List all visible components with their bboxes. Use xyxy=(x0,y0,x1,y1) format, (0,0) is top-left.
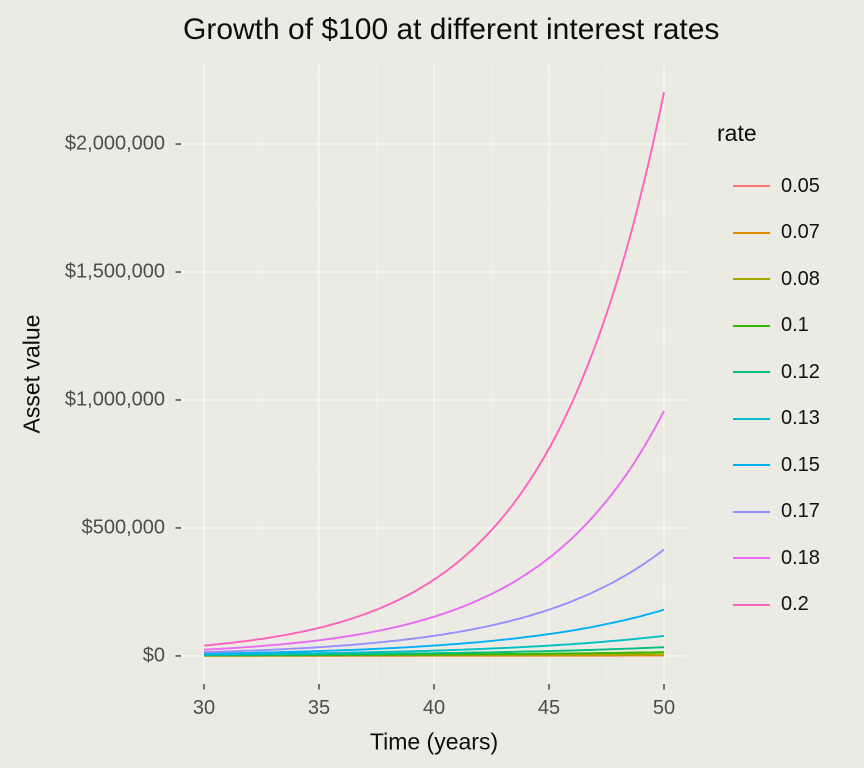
y-axis-title: Asset value xyxy=(18,314,45,434)
legend-item: 0.13 xyxy=(717,396,863,443)
y-tick-label: $0 xyxy=(142,644,165,667)
series-line-0.17 xyxy=(203,548,665,654)
legend-key-line xyxy=(733,324,770,327)
legend-item-label: 0.2 xyxy=(781,593,809,616)
legend-item-label: 0.05 xyxy=(781,174,820,197)
legend-key-line xyxy=(733,464,770,467)
x-tick-label: 50 xyxy=(652,697,676,719)
legend-item: 0.05 xyxy=(717,163,863,210)
legend-item-label: 0.1 xyxy=(781,314,809,337)
legend-item: 0.2 xyxy=(717,582,863,629)
x-tick-label: 30 xyxy=(192,697,216,719)
chart-title: Growth of $100 at different interest rat… xyxy=(183,13,720,46)
legend-key-line xyxy=(733,231,770,234)
legend-key-line xyxy=(733,185,770,188)
legend-item-label: 0.07 xyxy=(781,221,820,244)
legend: rate 0.05 0.07 0.08 0.1 0.12 0.13 0.15 0… xyxy=(717,120,863,628)
legend-item: 0.1 xyxy=(717,303,863,350)
x-tick-label: 45 xyxy=(537,697,561,719)
legend-item: 0.07 xyxy=(717,210,863,257)
legend-item: 0.18 xyxy=(717,535,863,582)
legend-item: 0.12 xyxy=(717,349,863,396)
legend-item-label: 0.15 xyxy=(781,453,820,476)
legend-items: 0.05 0.07 0.08 0.1 0.12 0.13 0.15 0.17 0… xyxy=(717,163,863,628)
series-line-0.18 xyxy=(203,410,665,651)
x-axis-title: Time (years) xyxy=(369,728,499,755)
legend-key-line xyxy=(733,371,770,374)
x-tick-label: 35 xyxy=(307,697,331,719)
series-line-0.2 xyxy=(203,92,665,647)
legend-item: 0.08 xyxy=(717,256,863,303)
legend-item: 0.17 xyxy=(717,489,863,536)
y-tick-label: $2,000,000 xyxy=(64,132,165,155)
legend-item-label: 0.08 xyxy=(781,267,820,290)
legend-item-label: 0.17 xyxy=(781,500,820,523)
y-tick-label: $1,500,000 xyxy=(64,260,165,283)
series-line-0.13 xyxy=(204,634,665,656)
series-line-0.15 xyxy=(204,608,665,655)
legend-item: 0.15 xyxy=(717,442,863,489)
legend-key-line xyxy=(733,603,770,606)
x-tick-label: 40 xyxy=(422,697,446,719)
legend-item-label: 0.13 xyxy=(781,407,820,430)
legend-key-line xyxy=(733,557,770,560)
legend-item-label: 0.12 xyxy=(781,360,820,383)
legend-item-label: 0.18 xyxy=(781,546,820,569)
legend-title: rate xyxy=(717,120,757,146)
legend-key-line xyxy=(733,510,770,513)
y-tick-label: $1,000,000 xyxy=(64,388,165,411)
legend-key-line xyxy=(733,417,770,420)
legend-key-line xyxy=(733,278,770,281)
y-tick-label: $500,000 xyxy=(81,516,165,539)
